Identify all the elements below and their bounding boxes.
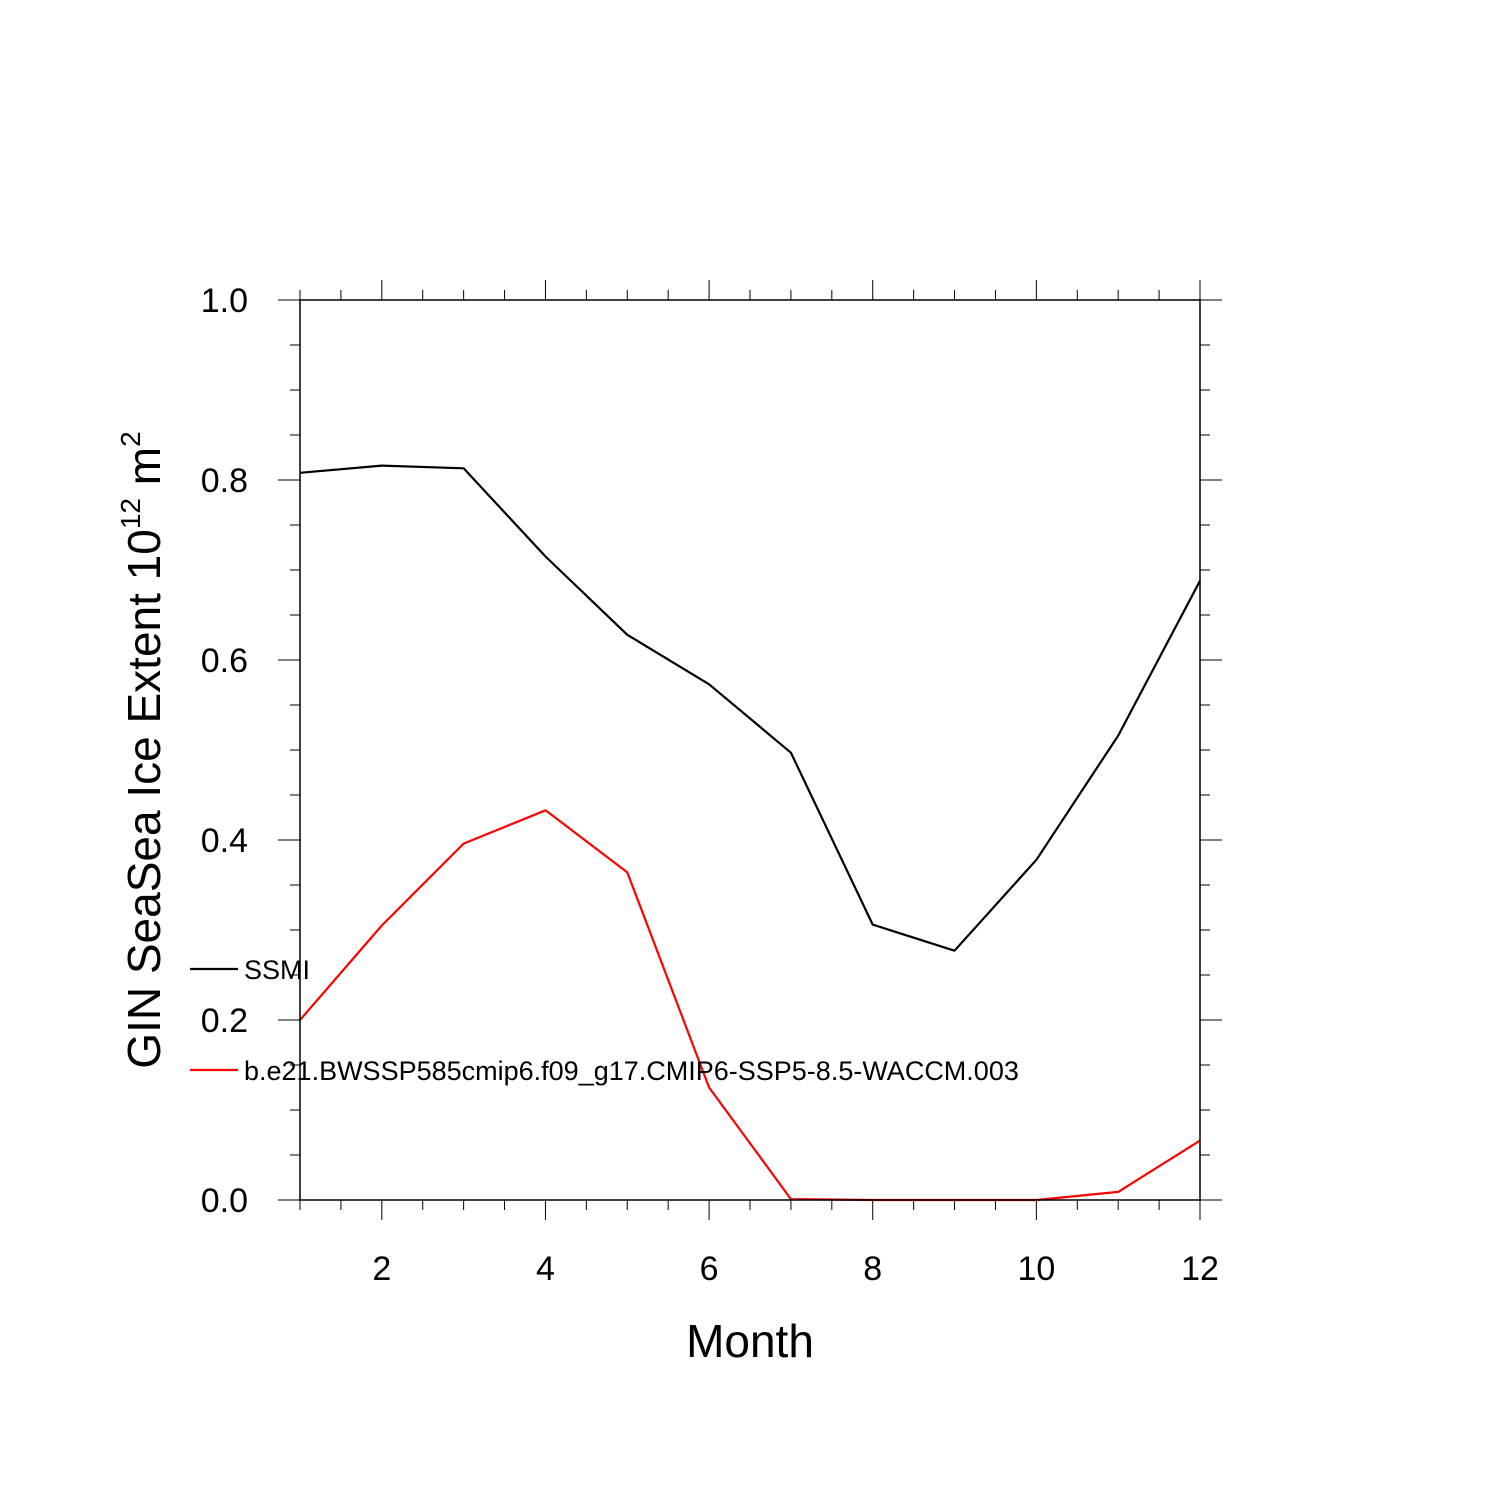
x-tick-label: 6 (700, 1250, 719, 1288)
y-axis-title-base: GIN SeaSea Ice Extent 10 (118, 529, 170, 1069)
x-tick-label: 2 (372, 1250, 391, 1288)
y-tick-label: 0.8 (201, 462, 248, 500)
legend-label-1: SSMI (244, 955, 310, 985)
x-tick-label: 8 (863, 1250, 882, 1288)
series-line-2 (299, 809, 1201, 1202)
legend: SSMI b.e21.BWSSP585cmip6.f09_g17.CMIP6-SS… (190, 955, 1019, 1086)
series-lines (299, 464, 1201, 1202)
y-tick-label: 0.6 (201, 642, 248, 680)
y-axis-title-exponent: 12 (115, 498, 146, 529)
y-tick-label: 0.2 (201, 1002, 248, 1040)
y-tick-labels: 0.0 0.2 0.4 0.6 0.8 1.0 (201, 282, 248, 1220)
x-tick-label: 12 (1181, 1250, 1219, 1288)
axis-ticks (278, 280, 1222, 1220)
y-axis-title-unit-exponent: 2 (115, 431, 146, 447)
plot-frame (299, 299, 1201, 1201)
series-line-1 (299, 464, 1201, 952)
x-axis-title: Month (686, 1315, 814, 1367)
y-axis-title: GIN SeaSea Ice Extent 1012 m2 (115, 431, 170, 1068)
y-tick-label: 0.0 (201, 1182, 248, 1220)
legend-label-2: b.e21.BWSSP585cmip6.f09_g17.CMIP6-SSP5-8… (244, 1056, 1019, 1086)
x-tick-label: 10 (1017, 1250, 1055, 1288)
y-axis-title-unit: m (118, 447, 170, 498)
y-tick-label: 1.0 (201, 282, 248, 320)
y-tick-label: 0.4 (201, 822, 248, 860)
x-tick-labels: 2 4 6 8 10 12 (372, 1250, 1219, 1288)
x-tick-label: 4 (536, 1250, 555, 1288)
